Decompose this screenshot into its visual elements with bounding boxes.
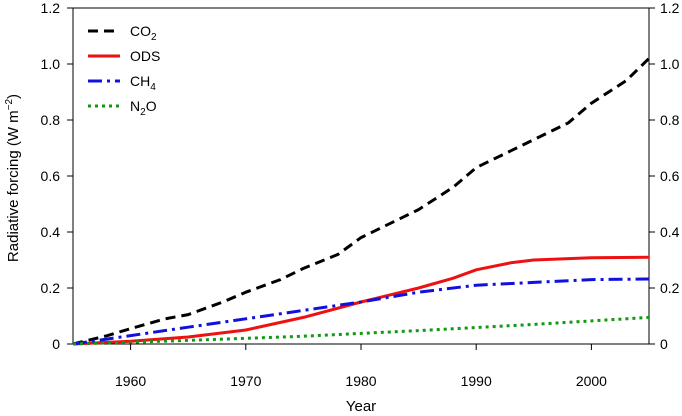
y-tick-label-right: 0 — [660, 336, 668, 352]
y-tick-label-right: 1.2 — [660, 0, 680, 16]
x-tick-label: 1980 — [345, 373, 376, 389]
y-tick-label-right: 0.6 — [660, 168, 680, 184]
y-tick-label-left: 0 — [52, 336, 60, 352]
series-line-co2 — [72, 57, 651, 346]
x-tick-label: 1960 — [115, 373, 146, 389]
x-tick-label: 2000 — [576, 373, 607, 389]
legend-label-co2: CO2 — [130, 23, 157, 43]
y-axis-title-main: Radiative forcing (W m — [5, 110, 22, 262]
x-tick-label: 1990 — [461, 373, 492, 389]
x-axis-title: Year — [346, 398, 376, 415]
series-line-ods — [72, 255, 650, 346]
series-line-ch4 — [72, 277, 650, 346]
y-axis-title: Radiative forcing (W m−2) — [4, 94, 22, 262]
legend-label-ch4: CH4 — [130, 73, 156, 93]
y-tick-label-left: 0.2 — [41, 280, 61, 296]
y-axis-title-close: ) — [5, 94, 22, 99]
y-tick-label-left: 1.0 — [41, 56, 61, 72]
legend-label-ods: ODS — [130, 48, 160, 64]
x-tick-label: 1970 — [230, 373, 261, 389]
y-tick-label-left: 0.6 — [41, 168, 61, 184]
y-tick-label-right: 0.4 — [660, 224, 680, 240]
y-tick-label-right: 1.0 — [660, 56, 680, 72]
legend-label-n2o: N2O — [130, 98, 157, 118]
y-tick-label-left: 0.4 — [41, 224, 61, 240]
y-tick-label-left: 1.2 — [41, 0, 61, 16]
y-tick-label-right: 0.8 — [660, 112, 680, 128]
series-line-n2o — [72, 315, 650, 346]
y-tick-label-right: 0.2 — [660, 280, 680, 296]
y-axis-title-unit-exponent: −2 — [4, 99, 15, 111]
y-tick-label-left: 0.8 — [41, 112, 61, 128]
